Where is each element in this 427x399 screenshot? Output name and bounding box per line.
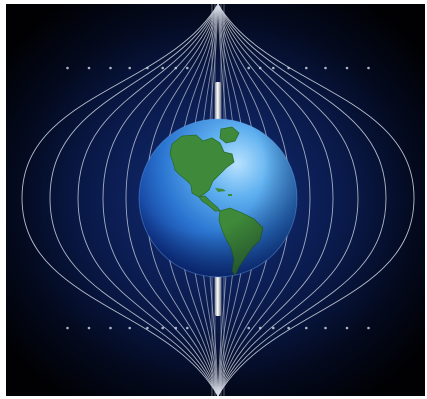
field-arrow-marker (66, 66, 69, 70)
field-direction-arrows (66, 66, 370, 330)
field-arrow-marker (258, 326, 262, 330)
field-line (49, 4, 219, 396)
field-arrow-marker (87, 326, 91, 330)
field-arrow-marker (109, 326, 112, 330)
field-arrow-marker (128, 66, 131, 70)
globe-shading (139, 119, 297, 277)
magnetic-field-scene (6, 4, 425, 396)
field-arrow-marker (258, 66, 262, 70)
magnetic-field-diagram (6, 4, 425, 396)
field-arrow-marker (161, 66, 164, 70)
field-arrow-marker (345, 66, 349, 70)
field-arrow-marker (109, 66, 112, 70)
field-arrow-marker (367, 326, 370, 330)
field-line (102, 4, 219, 396)
field-arrow-marker (87, 66, 91, 70)
field-arrow-marker (324, 66, 327, 70)
field-arrow-marker (247, 66, 250, 70)
field-arrow-marker (272, 66, 275, 70)
field-arrow-marker (272, 326, 275, 330)
field-arrow-marker (305, 66, 308, 70)
field-arrow-marker (146, 66, 149, 70)
field-arrow-marker (324, 326, 327, 330)
field-line (217, 4, 387, 396)
field-line (217, 4, 359, 396)
field-line (21, 4, 219, 396)
field-line (217, 4, 415, 396)
field-arrow-marker (174, 66, 178, 70)
field-arrow-marker (305, 326, 308, 330)
field-arrow-marker (128, 326, 131, 330)
field-line (77, 4, 219, 396)
field-arrow-marker (367, 66, 370, 70)
field-arrow-marker (174, 326, 178, 330)
field-arrow-marker (345, 326, 349, 330)
globe-rim (138, 118, 298, 278)
field-line (217, 4, 334, 396)
field-arrow-marker (66, 326, 69, 330)
field-arrow-marker (161, 326, 164, 330)
field-arrow-marker (287, 66, 290, 70)
field-line (217, 4, 311, 396)
field-arrow-marker (247, 326, 250, 330)
field-arrow-marker (146, 326, 149, 330)
field-line (125, 4, 219, 396)
earth-globe-icon (138, 118, 298, 278)
field-arrow-marker (186, 326, 189, 330)
field-arrow-marker (287, 326, 290, 330)
field-arrow-marker (186, 66, 189, 70)
